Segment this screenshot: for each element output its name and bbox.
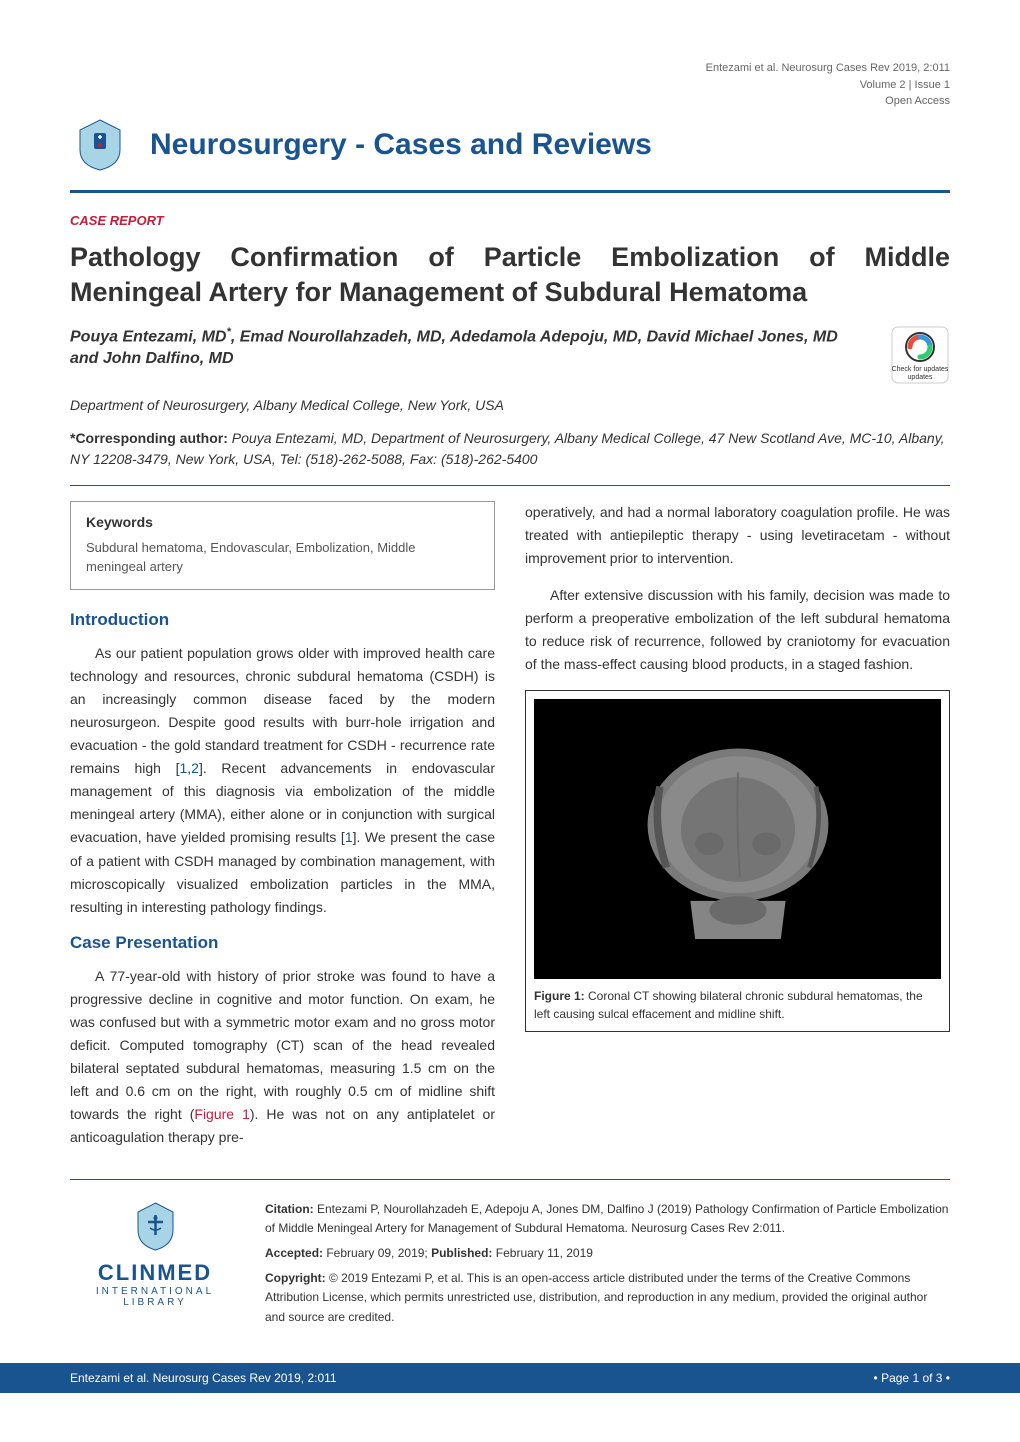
department: Department of Neurosurgery, Albany Medic… [70,397,950,413]
content-columns: Keywords Subdural hematoma, Endovascular… [70,501,950,1164]
article-type: CASE REPORT [70,213,950,228]
keywords-box: Keywords Subdural hematoma, Endovascular… [70,501,495,590]
footer-right: • Page 1 of 3 • [874,1371,950,1385]
copyright-line: Copyright: © 2019 Entezami P, et al. Thi… [265,1269,950,1327]
body-paragraph: After extensive discussion with his fami… [525,584,950,676]
figure-link[interactable]: Figure 1 [194,1106,249,1122]
left-column: Keywords Subdural hematoma, Endovascular… [70,501,495,1164]
copyright-label: Copyright: [265,1271,326,1285]
figure-box: Figure 1: Coronal CT showing bilateral c… [525,690,950,1032]
copyright-text: © 2019 Entezami P, et al. This is an ope… [265,1271,927,1323]
svg-text:Check for updates: Check for updates [892,366,949,373]
access-type: Open Access [70,93,950,110]
authors: Pouya Entezami, MD*, Emad Nourollahzadeh… [70,325,870,371]
accepted-label: Accepted: [265,1246,323,1260]
continuation-paragraph: operatively, and had a normal laboratory… [525,501,950,570]
top-metadata: Entezami et al. Neurosurg Cases Rev 2019… [70,60,950,110]
citation-text: Entezami P, Nourollahzadeh E, Adepoju A,… [265,1202,948,1235]
footer-section: CLINMED INTERNATIONAL LIBRARY Citation: … [70,1200,950,1333]
volume-issue: Volume 2 | Issue 1 [70,77,950,94]
accepted-date: February 09, 2019; [323,1246,431,1260]
right-column: operatively, and had a normal laboratory… [525,501,950,1164]
intro-heading: Introduction [70,610,495,630]
case-paragraph: A 77-year-old with history of prior stro… [70,965,495,1150]
svg-text:updates: updates [908,374,933,381]
figure-label: Figure 1: [534,989,585,1003]
footer-left: Entezami et al. Neurosurg Cases Rev 2019… [70,1371,337,1385]
publisher-name: CLINMED [70,1260,240,1286]
ref-link[interactable]: 2 [191,760,199,776]
published-label: Published: [431,1246,492,1260]
check-updates-badge[interactable]: Check for updates updates [890,325,950,385]
figure-caption-text: Coronal CT showing bilateral chronic sub… [534,989,923,1021]
page-footer: Entezami et al. Neurosurg Cases Rev 2019… [0,1363,1020,1393]
article-title: Pathology Confirmation of Particle Embol… [70,240,950,310]
figure-caption: Figure 1: Coronal CT showing bilateral c… [534,987,941,1023]
divider [70,1179,950,1180]
journal-header: Neurosurgery - Cases and Reviews [70,115,950,175]
publisher-subtitle: INTERNATIONAL LIBRARY [70,1286,240,1308]
dates-line: Accepted: February 09, 2019; Published: … [265,1244,950,1263]
published-date: February 11, 2019 [492,1246,593,1260]
case-heading: Case Presentation [70,933,495,953]
journal-title: Neurosurgery - Cases and Reviews [150,128,652,162]
authors-row: Pouya Entezami, MD*, Emad Nourollahzadeh… [70,325,950,385]
publisher-logo: CLINMED INTERNATIONAL LIBRARY [70,1200,240,1308]
publisher-shield-icon [128,1200,183,1255]
intro-paragraph: As our patient population grows older wi… [70,642,495,919]
citation-info: Citation: Entezami P, Nourollahzadeh E, … [265,1200,950,1333]
keywords-heading: Keywords [86,514,479,530]
journal-logo-icon [70,115,130,175]
ref-link[interactable]: 1 [345,829,353,845]
figure-image [534,699,941,979]
corresponding-label: *Corresponding author: [70,430,228,446]
citation-short: Entezami et al. Neurosurg Cases Rev 2019… [70,60,950,77]
divider [70,485,950,486]
keywords-text: Subdural hematoma, Endovascular, Emboliz… [86,538,479,577]
citation-label: Citation: [265,1202,314,1216]
divider [70,190,950,193]
corresponding-author: *Corresponding author: Pouya Entezami, M… [70,428,950,470]
citation-line: Citation: Entezami P, Nourollahzadeh E, … [265,1200,950,1238]
